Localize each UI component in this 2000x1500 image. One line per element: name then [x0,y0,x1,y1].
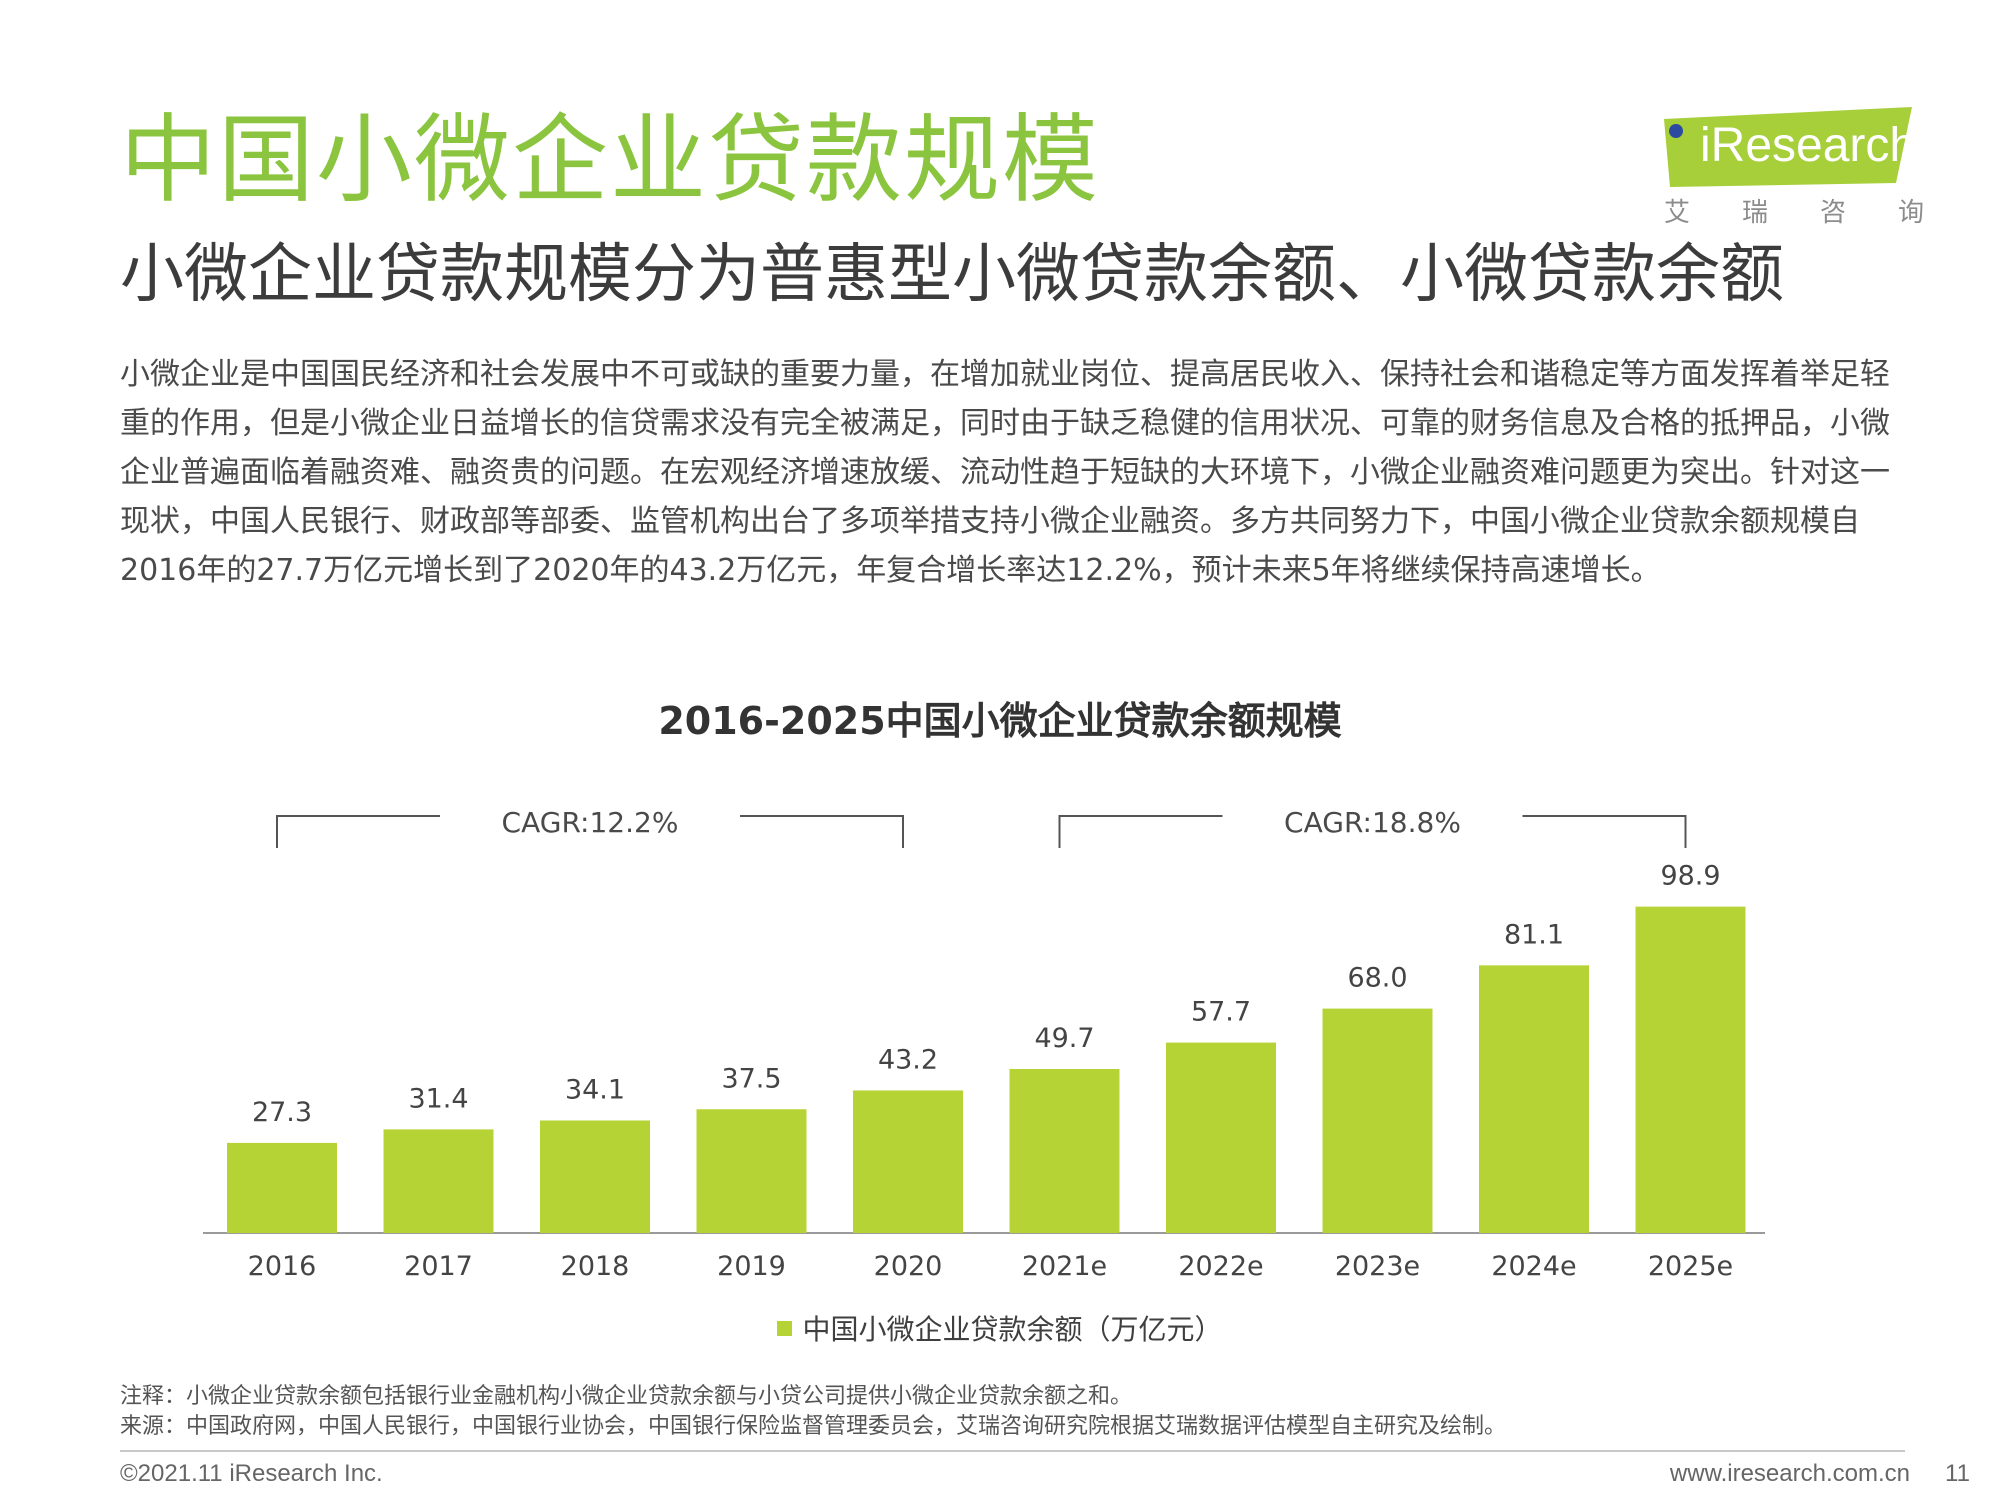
legend-swatch [777,1320,793,1336]
chart-legend: 中国小微企业贷款余额（万亿元） [0,1308,2000,1348]
x-tick-label: 2020 [874,1251,943,1282]
legend-label: 中国小微企业贷款余额（万亿元） [802,1313,1223,1346]
x-tick-label: 2021e [1022,1251,1107,1282]
page-title: 中国小微企业贷款规模 [120,104,1100,216]
footer-divider [120,1450,1905,1452]
bar [227,1142,337,1233]
bar [853,1090,963,1233]
data-label: 31.4 [408,1083,468,1114]
x-tick-label: 2025e [1648,1251,1733,1282]
x-tick-label: 2017 [404,1251,473,1282]
cagr-label-2021-2025: CAGR:18.8% [1284,806,1461,839]
bar [1635,906,1746,1233]
x-tick-label: 2016 [248,1251,317,1282]
logo-sub-char: 咨 [1819,198,1846,228]
page-subtitle: 小微企业贷款规模分为普惠型小微贷款余额、小微贷款余额 [120,238,1784,312]
logo-sub-char: 瑞 [1741,198,1768,228]
data-label: 68.0 [1347,963,1407,994]
data-label: 37.5 [721,1063,781,1094]
bar [1322,1008,1433,1233]
copyright: ©2021.11 iResearch Inc. [120,1460,383,1487]
logo-subtitle: 艾 瑞 咨 询 [1664,192,1924,229]
intro-paragraph: 小微企业是中国国民经济和社会发展中不可或缺的重要力量，在增加就业岗位、提高居民收… [120,357,1890,588]
cagr-bracket-left [1058,815,1223,848]
data-label: 34.1 [565,1074,625,1105]
data-label: 49.7 [1034,1023,1094,1054]
bar [383,1129,494,1233]
chart-source: 来源：中国政府网，中国人民银行，中国银行业协会，中国银行保险监督管理委员会，艾瑞… [120,1414,1507,1439]
cagr-bracket-right [740,815,904,848]
x-tick-label: 2023e [1335,1251,1420,1282]
x-tick-label: 2019 [717,1251,786,1282]
bar [696,1109,807,1233]
data-label: 27.3 [252,1097,312,1128]
bar [1166,1042,1276,1233]
data-label: 98.9 [1660,861,1720,892]
bar [1009,1068,1120,1233]
data-label: 81.1 [1504,919,1564,950]
page-number: 11 [1945,1460,1970,1487]
data-label: 57.7 [1191,997,1251,1028]
cagr-bracket-right [1522,815,1687,848]
chart-title: 2016-2025中国小微企业贷款余额规模 [658,699,1342,743]
chart-note: 注释：小微企业贷款余额包括银行业金融机构小微企业贷款余额与小贷公司提供小微企业贷… [120,1384,1133,1409]
cagr-label-2016-2020: CAGR:12.2% [501,806,679,839]
x-tick-label: 2024e [1491,1251,1576,1282]
data-label: 43.2 [878,1044,938,1075]
iresearch-logo [1664,107,1912,187]
logo-sub-char: 询 [1897,198,1924,228]
x-tick-label: 2018 [561,1251,630,1282]
bar [1479,965,1589,1233]
logo-sub-char: 艾 [1664,198,1691,228]
logo-wordmark: iResearch [1700,119,1917,172]
website-link[interactable]: www.iresearch.com.cn [1669,1460,1910,1487]
cagr-bracket-left [276,815,440,848]
bar [540,1120,650,1233]
x-tick-label: 2022e [1178,1251,1263,1282]
